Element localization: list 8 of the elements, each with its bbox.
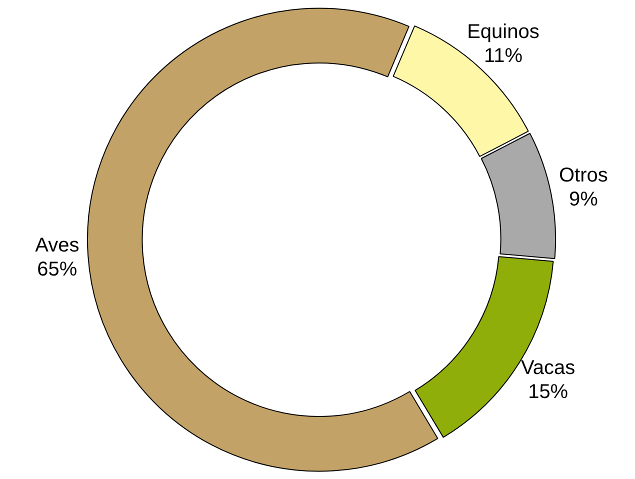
data-label: 65% bbox=[37, 258, 78, 281]
slice-label: Equinos bbox=[467, 20, 540, 43]
data-label: 9% bbox=[568, 188, 598, 210]
slice-label: Otros bbox=[558, 164, 608, 186]
slice-label: Aves bbox=[35, 234, 80, 257]
data-label: 15% bbox=[528, 380, 568, 403]
data-label: 11% bbox=[484, 44, 523, 67]
slice-label: Vacas bbox=[521, 356, 576, 379]
